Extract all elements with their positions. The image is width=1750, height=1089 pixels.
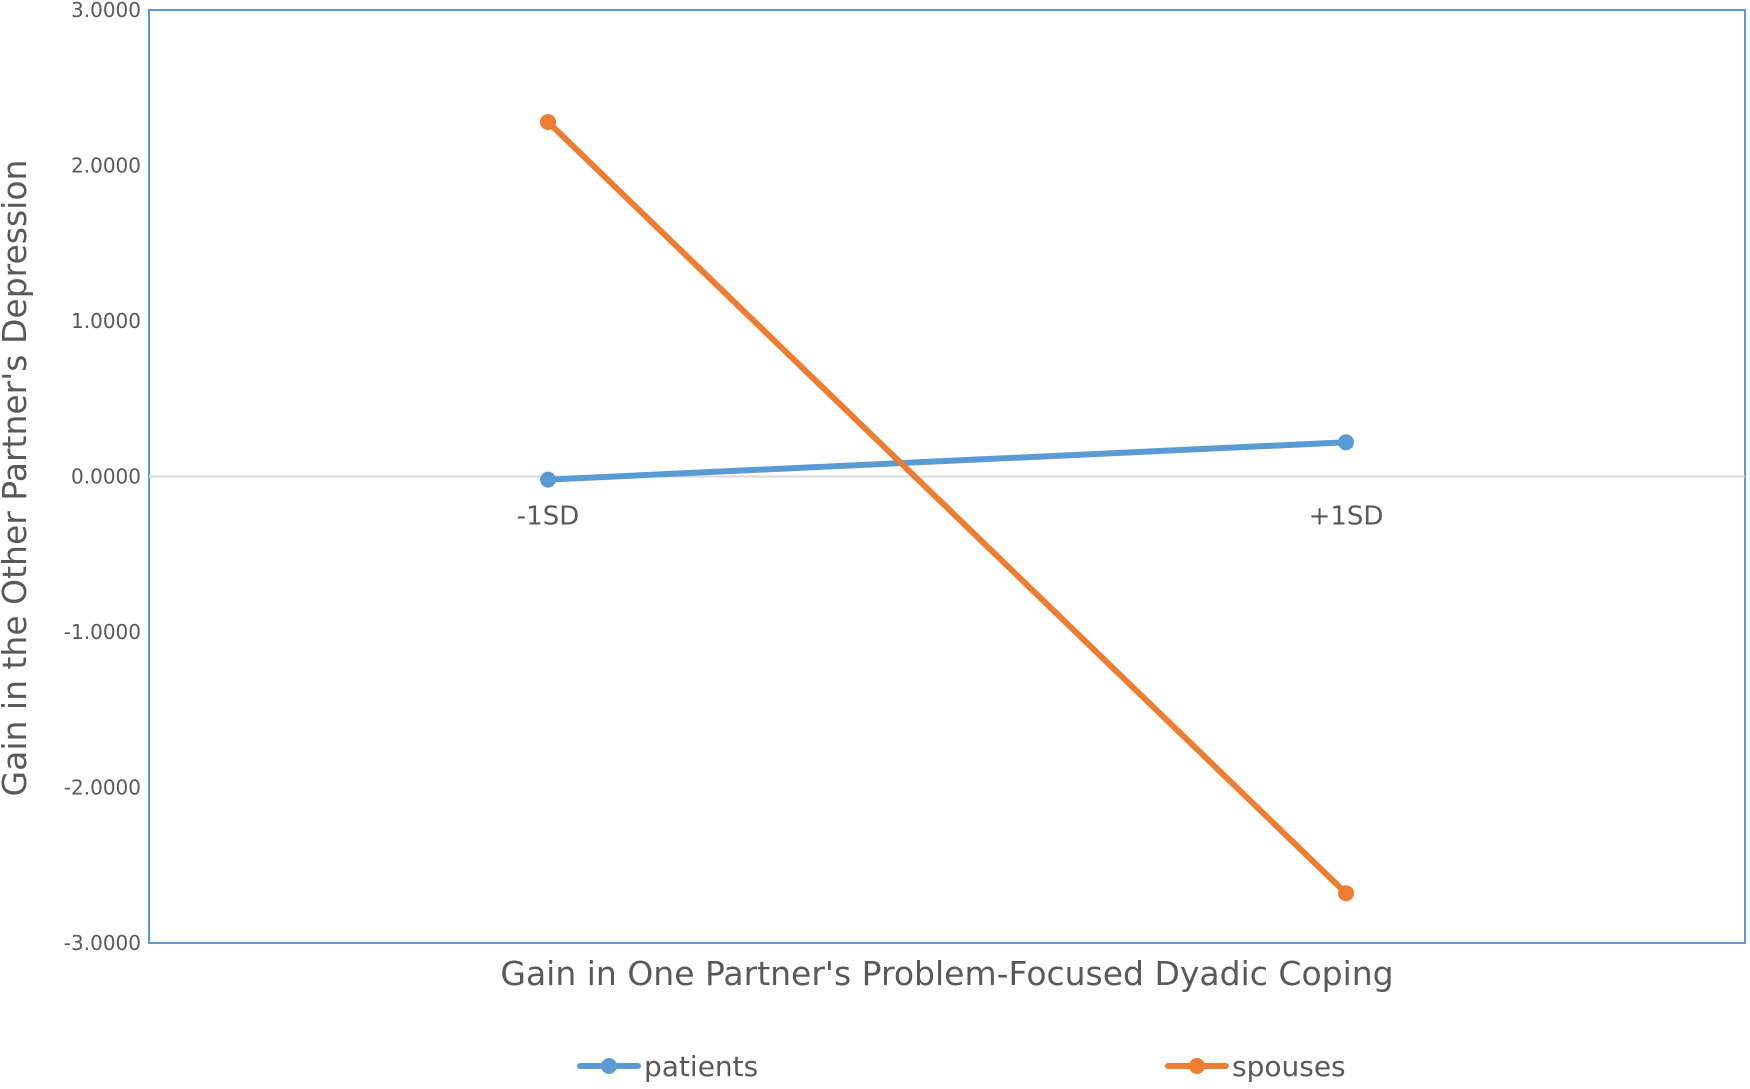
legend-label-patients: patients [644,1050,758,1083]
y-axis-ticks: 3.0000 2.0000 1.0000 0.0000 -1.0000 -2.0000 -3… [64,0,141,955]
legend: patients spouses [577,1050,1346,1083]
series-layer [540,113,1354,902]
legend-marker-spouses [1189,1058,1205,1074]
x-axis-categories: -1SD +1SD [517,502,1384,532]
data-point-spouses [540,113,556,130]
data-point-patients [540,471,556,488]
legend-label-spouses: spouses [1232,1050,1346,1083]
data-point-spouses [1338,885,1354,902]
series-line-spouses [545,118,1349,897]
data-point-patients [1338,434,1354,451]
y-tick-label: -3.0000 [64,931,141,955]
y-axis-title: Gain in the Other Partner's Depression [0,160,34,797]
y-tick-label: 2.0000 [71,154,141,178]
y-tick-label: 1.0000 [71,309,141,333]
series-line-patients [545,439,1349,483]
x-category-label: +1SD [1309,502,1384,532]
y-tick-label: 0.0000 [71,465,141,489]
y-tick-label: -1.0000 [64,620,141,644]
legend-marker-patients [601,1058,617,1074]
x-category-label: -1SD [517,502,579,532]
y-tick-label: -2.0000 [64,776,141,800]
x-axis-title: Gain in One Partner's Problem-Focused Dy… [500,954,1393,993]
y-tick-label: 3.0000 [71,0,141,22]
